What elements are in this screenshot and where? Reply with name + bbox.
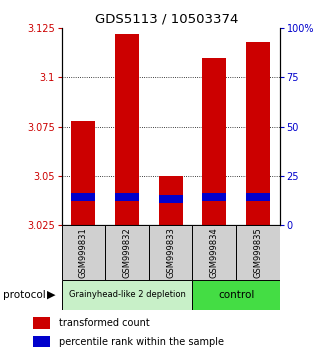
Bar bbox=[71, 121, 96, 225]
FancyBboxPatch shape bbox=[62, 280, 192, 310]
Bar bbox=[115, 34, 139, 225]
Bar bbox=[33, 317, 51, 329]
Text: GSM999833: GSM999833 bbox=[166, 227, 175, 278]
Text: GDS5113 / 10503374: GDS5113 / 10503374 bbox=[95, 12, 238, 25]
Bar bbox=[202, 193, 226, 201]
Bar bbox=[159, 195, 183, 203]
Text: GSM999831: GSM999831 bbox=[79, 227, 88, 278]
Bar bbox=[202, 58, 226, 225]
Text: GSM999834: GSM999834 bbox=[210, 227, 219, 278]
Text: Grainyhead-like 2 depletion: Grainyhead-like 2 depletion bbox=[69, 290, 185, 299]
Text: protocol: protocol bbox=[3, 290, 46, 299]
Bar bbox=[159, 176, 183, 225]
Bar bbox=[246, 193, 270, 201]
Bar bbox=[33, 336, 51, 347]
Bar bbox=[115, 193, 139, 201]
FancyBboxPatch shape bbox=[62, 225, 105, 280]
Bar bbox=[246, 42, 270, 225]
FancyBboxPatch shape bbox=[192, 280, 280, 310]
FancyBboxPatch shape bbox=[149, 225, 192, 280]
Text: GSM999835: GSM999835 bbox=[253, 227, 262, 278]
FancyBboxPatch shape bbox=[105, 225, 149, 280]
FancyBboxPatch shape bbox=[192, 225, 236, 280]
Text: ▶: ▶ bbox=[47, 290, 56, 299]
FancyBboxPatch shape bbox=[236, 225, 280, 280]
Text: percentile rank within the sample: percentile rank within the sample bbox=[59, 337, 224, 347]
Text: control: control bbox=[218, 290, 254, 300]
Text: GSM999832: GSM999832 bbox=[123, 227, 132, 278]
Bar bbox=[71, 193, 96, 201]
Text: transformed count: transformed count bbox=[59, 318, 150, 328]
